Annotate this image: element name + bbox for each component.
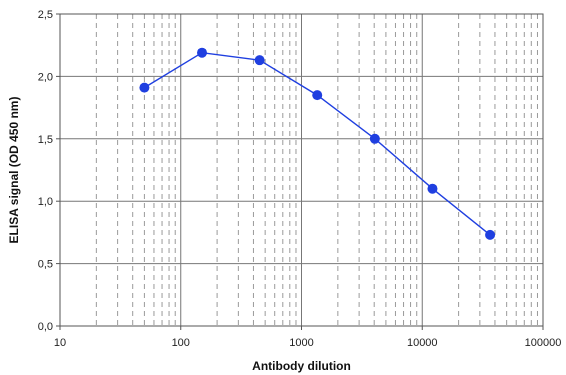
- data-point: [427, 183, 438, 194]
- x-tick-label: 10000: [407, 337, 438, 349]
- series-line: [144, 51, 491, 236]
- data-point: [139, 82, 150, 93]
- x-tick-label: 100: [172, 337, 190, 349]
- y-tick-label: 2,5: [38, 9, 53, 21]
- y-tick-label: 1,0: [38, 196, 53, 208]
- series-layer: [139, 47, 496, 240]
- minor-grid: [95, 14, 538, 326]
- data-point: [254, 55, 265, 66]
- data-point: [197, 47, 208, 58]
- x-tick-label: 10: [54, 337, 66, 349]
- x-axis-ticks: 10 100 1000 10000 100000: [54, 326, 561, 349]
- y-tick-label: 0,5: [38, 259, 53, 271]
- y-tick-label: 0,0: [38, 321, 53, 333]
- y-tick-label: 2,0: [38, 71, 53, 83]
- data-point: [369, 133, 380, 144]
- y-axis-title: ELISA signal (OD 450 nm): [7, 97, 21, 244]
- x-tick-label: 1000: [289, 337, 313, 349]
- data-point: [312, 90, 323, 101]
- x-tick-label: 100000: [525, 337, 562, 349]
- y-tick-label: 1,5: [38, 134, 53, 146]
- y-axis-ticks: 0,0 0,5 1,0 1,5 2,0 2,5: [38, 9, 60, 333]
- data-point: [485, 229, 496, 240]
- x-axis-title: Antibody dilution: [252, 359, 351, 373]
